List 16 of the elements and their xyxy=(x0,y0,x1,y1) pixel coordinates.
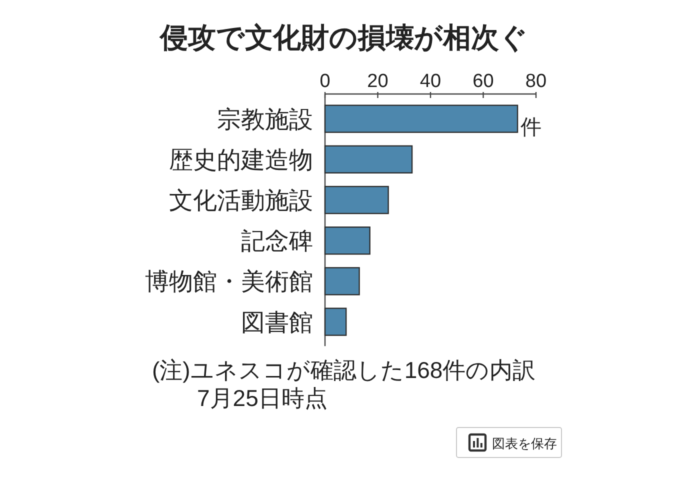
title: 侵攻で文化財の損壊が相次ぐ xyxy=(160,22,528,53)
x-axis-title: 件 xyxy=(520,116,542,139)
annotation: 7月25日時点 xyxy=(197,385,328,411)
annotation: (注)ユネスコが確認した168件の内訳 xyxy=(152,357,536,383)
x-tick-label: 60 xyxy=(472,71,494,92)
category-label: 歴史的建造物 xyxy=(169,146,313,174)
x-tick-label: 20 xyxy=(367,71,388,92)
category-label: 図書館 xyxy=(241,309,313,336)
category-label: 博物館・美術館 xyxy=(145,268,313,296)
button-label: 図表を保存 xyxy=(492,436,557,451)
x-tick-label: 80 xyxy=(525,71,547,92)
category-label: 宗教施設 xyxy=(217,106,313,134)
category-label: 記念碑 xyxy=(241,228,313,256)
category-label: 文化活動施設 xyxy=(169,188,313,214)
x-tick-label: 40 xyxy=(420,71,442,92)
x-tick-label: 0 xyxy=(320,71,330,92)
